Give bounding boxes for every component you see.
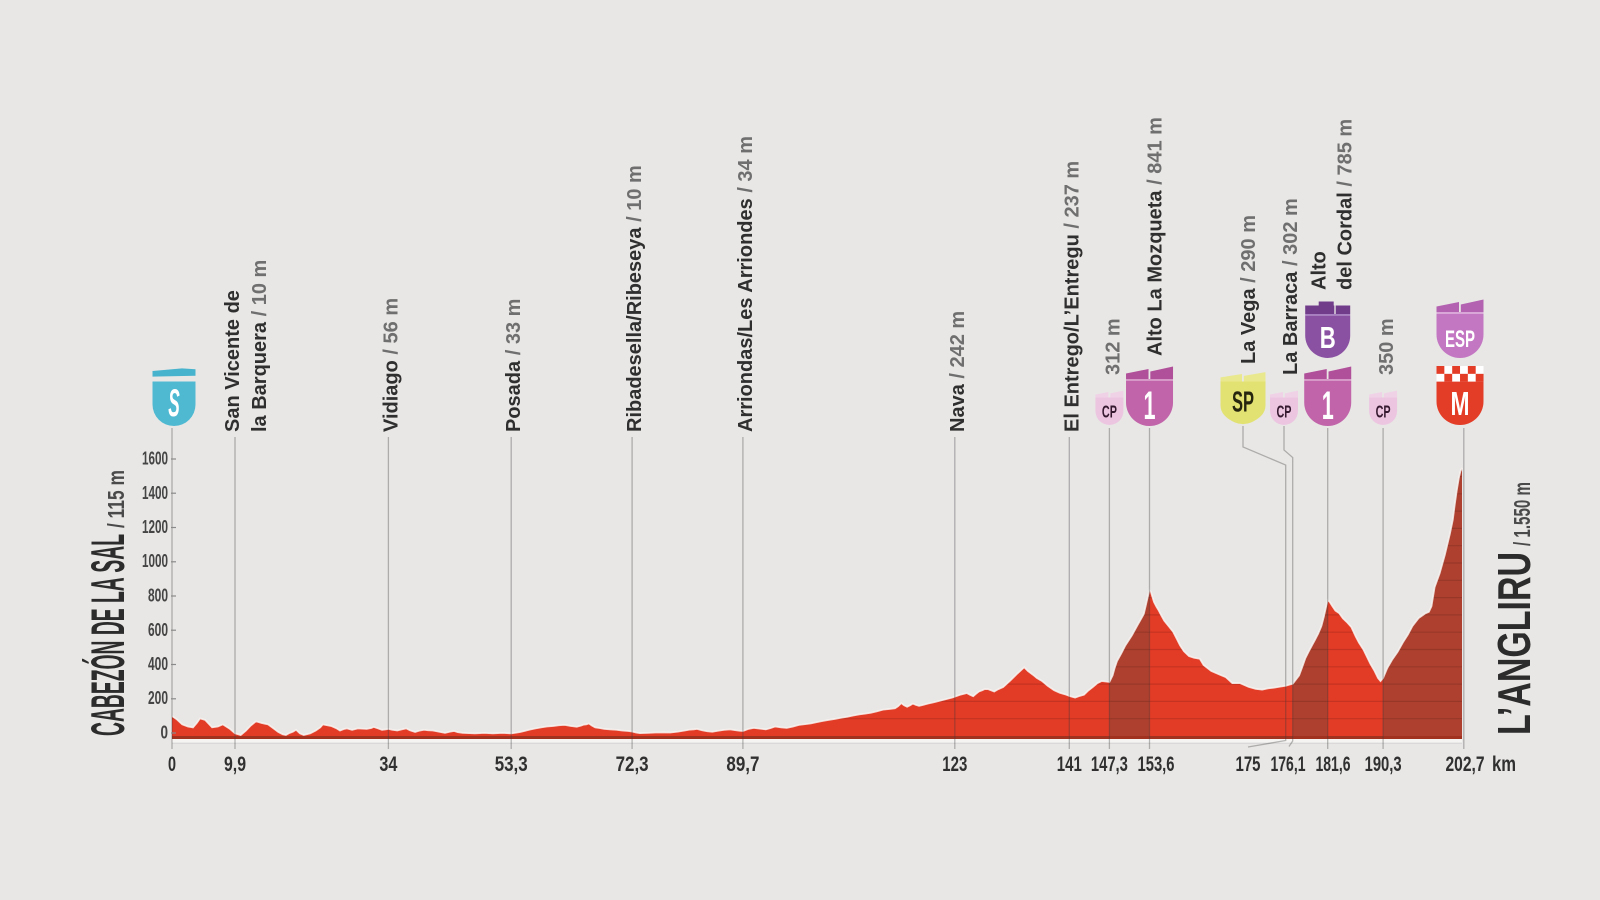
svg-text:km: km xyxy=(1492,752,1516,776)
svg-text:CP: CP xyxy=(1102,402,1117,422)
svg-text:34: 34 xyxy=(379,752,397,776)
svg-text:Ribadesella/Ribeseya / 10 m: Ribadesella/Ribeseya / 10 m xyxy=(624,165,646,432)
svg-text:89,7: 89,7 xyxy=(726,752,759,776)
svg-text:Arriondas/Les Arriondes / 34 m: Arriondas/Les Arriondes / 34 m xyxy=(735,136,757,432)
svg-text:1200: 1200 xyxy=(142,517,168,537)
svg-text:400: 400 xyxy=(148,654,168,674)
svg-text:L’ANGLIRU: L’ANGLIRU xyxy=(1488,552,1540,735)
svg-text:1400: 1400 xyxy=(142,483,168,503)
svg-text:0: 0 xyxy=(168,752,176,776)
svg-text:350 m: 350 m xyxy=(1376,318,1398,375)
svg-text:La Barraca / 302 m: La Barraca / 302 m xyxy=(1280,198,1302,375)
svg-text:Alto La Mozqueta / 841 m: Alto La Mozqueta / 841 m xyxy=(1145,117,1167,356)
svg-text:181,6: 181,6 xyxy=(1316,752,1351,776)
svg-text:123: 123 xyxy=(942,752,967,776)
svg-text:1600: 1600 xyxy=(142,449,168,469)
svg-text:1000: 1000 xyxy=(142,551,168,571)
svg-text:CP: CP xyxy=(1277,402,1292,422)
svg-text:147,3: 147,3 xyxy=(1091,752,1128,776)
svg-text:/ 115 m: / 115 m xyxy=(103,470,129,528)
svg-text:S: S xyxy=(168,382,180,425)
svg-text:800: 800 xyxy=(148,586,168,606)
svg-text:190,3: 190,3 xyxy=(1365,752,1402,776)
svg-text:Posada / 33 m: Posada / 33 m xyxy=(503,299,525,432)
svg-text:B: B xyxy=(1320,320,1336,355)
svg-text:CP: CP xyxy=(1376,402,1391,422)
svg-text:53,3: 53,3 xyxy=(495,752,528,776)
svg-text:176,1: 176,1 xyxy=(1271,752,1306,776)
svg-text:9,9: 9,9 xyxy=(224,752,246,776)
svg-text:SP: SP xyxy=(1232,387,1254,419)
svg-text:Nava / 242 m: Nava / 242 m xyxy=(947,311,969,432)
svg-text:La Vega / 290 m: La Vega / 290 m xyxy=(1238,215,1260,364)
svg-text:175: 175 xyxy=(1236,752,1261,776)
svg-text:la Barquera / 10 m: la Barquera / 10 m xyxy=(249,260,271,432)
svg-text:El Entrego/L’Entregu / 237 m: El Entrego/L’Entregu / 237 m xyxy=(1061,161,1083,432)
svg-text:1: 1 xyxy=(1144,384,1156,428)
svg-text:202,7: 202,7 xyxy=(1446,752,1485,776)
svg-text:72,3: 72,3 xyxy=(616,752,649,776)
svg-text:312 m: 312 m xyxy=(1102,318,1124,375)
svg-text:del Cordal / 785 m: del Cordal / 785 m xyxy=(1335,119,1357,290)
svg-text:/ 1.550 m: / 1.550 m xyxy=(1509,482,1535,546)
svg-text:Vidiago / 56 m: Vidiago / 56 m xyxy=(380,298,402,432)
svg-text:0: 0 xyxy=(161,723,169,743)
svg-text:San Vicente de: San Vicente de xyxy=(222,290,244,432)
svg-text:600: 600 xyxy=(148,620,168,640)
svg-text:141: 141 xyxy=(1057,752,1082,776)
svg-text:Alto: Alto xyxy=(1309,251,1331,290)
svg-text:200: 200 xyxy=(148,688,168,708)
svg-text:1: 1 xyxy=(1322,384,1334,428)
svg-text:CABEZÓN DE LA SAL: CABEZÓN DE LA SAL xyxy=(81,534,134,736)
svg-text:153,6: 153,6 xyxy=(1138,752,1175,776)
svg-text:ESP: ESP xyxy=(1445,326,1475,353)
svg-text:M: M xyxy=(1451,385,1470,422)
